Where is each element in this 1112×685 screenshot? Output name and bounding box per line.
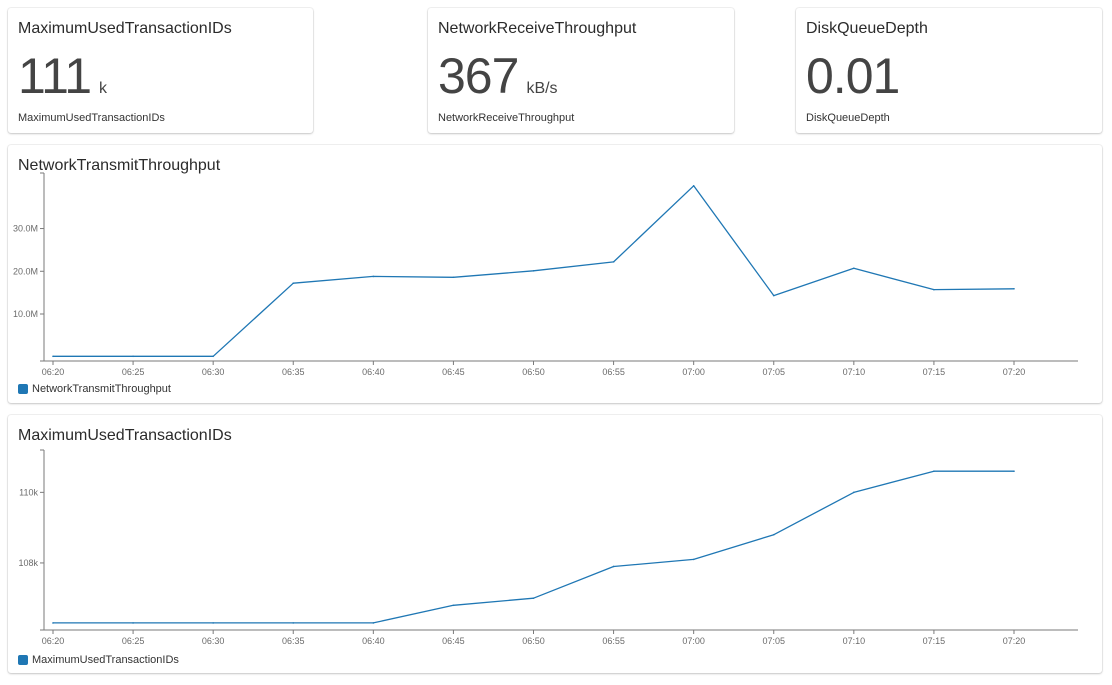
x-tick-label: 07:00: [682, 367, 705, 377]
x-tick-label: 07:10: [843, 367, 866, 377]
x-tick-label: 07:00: [682, 636, 705, 646]
x-tick-label: 06:35: [282, 636, 305, 646]
stat-title: DiskQueueDepth: [806, 20, 928, 37]
stat-label: MaximumUsedTransactionIDs: [18, 112, 165, 124]
x-tick-label: 07:05: [762, 636, 785, 646]
stat-value: 0.01: [806, 46, 907, 106]
chart-title: MaximumUsedTransactionIDs: [18, 427, 232, 444]
y-tick-label: 30.0M: [13, 224, 38, 234]
stat-title: NetworkReceiveThroughput: [438, 20, 637, 37]
stat-value-unit: kB/s: [526, 80, 558, 97]
x-tick-label: 06:45: [442, 367, 465, 377]
stat-panel-max-used-transaction-ids: MaximumUsedTransactionIDs 111 k MaximumUs…: [8, 8, 313, 133]
data-point: [1013, 287, 1015, 290]
stat-value: 367 kB/s: [438, 46, 558, 106]
stat-label: NetworkReceiveThroughput: [438, 112, 575, 124]
y-tick-label: 10.0M: [13, 309, 38, 319]
x-tick-label: 06:30: [202, 367, 225, 377]
data-point: [292, 282, 295, 285]
data-point: [212, 622, 214, 624]
data-point: [52, 622, 54, 624]
data-point: [853, 491, 855, 494]
x-tick-label: 06:40: [362, 636, 385, 646]
data-point: [692, 185, 695, 187]
data-point: [532, 597, 535, 600]
data-point: [532, 270, 535, 272]
x-tick-label: 06:50: [522, 367, 545, 377]
data-point: [612, 565, 615, 568]
x-tick-label: 06:55: [602, 636, 625, 646]
x-tick-label: 06:45: [442, 636, 465, 646]
x-tick-label: 06:55: [602, 367, 625, 377]
network-transmit-throughput-chart: 10.0M 20.0M 30.0M 06:20 06:25 06:30 06:35 06:40…: [13, 172, 1078, 377]
x-tick-label: 07:15: [923, 367, 946, 377]
data-point: [772, 294, 775, 297]
x-tick-label: 06:20: [42, 636, 65, 646]
data-point: [933, 288, 935, 291]
data-point: [452, 276, 455, 279]
x-tick-label: 07:20: [1003, 367, 1026, 377]
x-tick-label: 07:10: [843, 636, 866, 646]
data-point: [372, 275, 375, 278]
legend-label: NetworkTransmitThroughput: [32, 383, 171, 395]
data-point: [52, 355, 54, 358]
x-tick-label: 06:20: [42, 367, 65, 377]
x-tick-label: 06:50: [522, 636, 545, 646]
x-tick-label: 06:35: [282, 367, 305, 377]
stat-value-number: 0.01: [806, 48, 900, 104]
y-tick-label: 110k: [19, 487, 38, 497]
x-tick-label: 06:40: [362, 367, 385, 377]
y-tick-label: 20.0M: [13, 266, 38, 276]
x-tick-label: 07:05: [762, 367, 785, 377]
legend-swatch: [18, 384, 28, 394]
series-line: [53, 470, 1014, 624]
chart-legend[interactable]: MaximumUsedTransactionIDs: [18, 654, 179, 666]
data-point: [1013, 470, 1015, 472]
x-tick-label: 07:20: [1003, 636, 1026, 646]
legend-swatch: [18, 655, 28, 665]
data-point: [612, 261, 615, 263]
data-point: [452, 604, 455, 607]
x-tick-label: 06:25: [122, 367, 145, 377]
data-point: [292, 622, 295, 624]
stat-value: 111 k: [18, 46, 107, 106]
data-point: [212, 355, 214, 358]
chart-panel-network-transmit-throughput: NetworkTransmitThroughput 10.0M 20.0M 30.0…: [8, 145, 1102, 403]
chart-legend[interactable]: NetworkTransmitThroughput: [18, 383, 171, 395]
stat-title: MaximumUsedTransactionIDs: [18, 20, 232, 37]
x-tick-label: 06:30: [202, 636, 225, 646]
data-point: [132, 355, 134, 358]
legend-label: MaximumUsedTransactionIDs: [32, 654, 179, 666]
stat-label: DiskQueueDepth: [806, 112, 890, 124]
stat-panel-network-receive-throughput: NetworkReceiveThroughput 367 kB/s Network…: [428, 8, 734, 133]
stat-panel-disk-queue-depth: DiskQueueDepth 0.01 DiskQueueDepth: [796, 8, 1102, 133]
max-used-transaction-ids-chart: 108k 110k 06:20 06:25 06:30 06:35 06:40 06:45 06…: [18, 449, 1078, 646]
data-point: [933, 470, 935, 472]
data-point: [853, 267, 855, 270]
data-point: [132, 622, 134, 624]
data-point: [692, 558, 695, 561]
x-tick-label: 06:25: [122, 636, 145, 646]
y-tick-label: 108k: [18, 558, 38, 568]
data-point: [372, 622, 375, 624]
stat-value-number: 111: [18, 48, 92, 104]
x-tick-label: 07:15: [923, 636, 946, 646]
chart-title: NetworkTransmitThroughput: [18, 157, 221, 174]
data-point: [772, 533, 775, 536]
stat-value-unit: k: [99, 80, 108, 97]
chart-panel-max-used-transaction-ids: MaximumUsedTransactionIDs 108k 110k 06:20 0…: [8, 415, 1102, 673]
stat-value-number: 367: [438, 48, 519, 104]
